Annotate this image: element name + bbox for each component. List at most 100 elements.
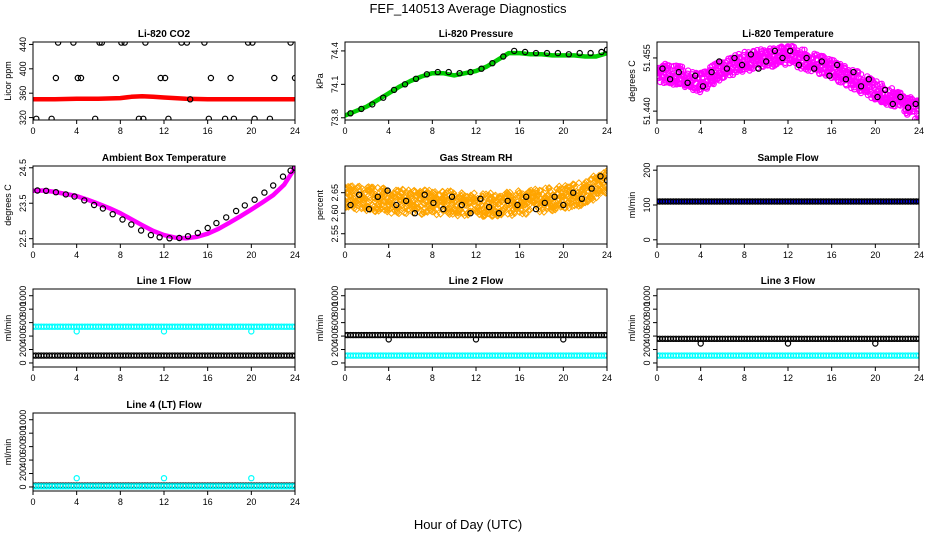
panel-title: Line 1 Flow <box>137 276 192 287</box>
data-point <box>755 65 762 72</box>
data-point <box>678 63 686 71</box>
panel-data-5 <box>345 167 607 221</box>
data-point <box>271 74 278 82</box>
panel-data-9 <box>657 335 919 359</box>
y-tick-label: 200 <box>18 342 28 357</box>
data-point <box>544 190 552 199</box>
data-point <box>726 71 734 79</box>
x-tick-label: 12 <box>783 373 793 383</box>
x-tick-label: 4 <box>74 373 79 383</box>
data-point <box>495 192 503 201</box>
data-point <box>543 49 551 57</box>
x-tick-label: 8 <box>118 126 123 136</box>
data-point <box>430 199 437 207</box>
data-point <box>207 74 215 82</box>
y-tick-label: 400 <box>18 453 28 468</box>
y-tick-label: 200 <box>642 163 652 178</box>
data-point <box>578 190 586 199</box>
x-tick-label: 12 <box>159 373 169 383</box>
data-point <box>456 69 463 77</box>
data-point <box>423 71 431 78</box>
data-point <box>466 207 474 215</box>
x-tick-label: 8 <box>742 373 747 383</box>
data-point <box>841 62 848 70</box>
data-point <box>232 207 240 215</box>
data-point <box>249 42 256 46</box>
data-point <box>77 74 85 82</box>
x-tick-label: 24 <box>914 250 924 260</box>
data-point <box>178 42 185 46</box>
data-point <box>779 54 786 62</box>
panel-6: 0 4 8 12 16 20 24 0 100 200 Sample Flow ml/min <box>627 153 924 260</box>
x-tick-label: 4 <box>74 250 79 260</box>
y-axis-label: ml/min <box>627 315 637 342</box>
data-point <box>449 189 458 197</box>
x-tick-label: 8 <box>430 126 435 136</box>
data-point <box>121 42 128 46</box>
y-tick-label: 2.65 <box>330 184 340 202</box>
data-point <box>670 81 677 88</box>
panel-data-1 <box>33 42 295 120</box>
data-point <box>570 189 577 196</box>
data-point <box>667 66 674 74</box>
x-tick-label: 8 <box>118 373 123 383</box>
data-point <box>565 51 573 58</box>
data-point <box>374 183 382 192</box>
y-tick-label: 400 <box>330 329 340 344</box>
data-point <box>411 209 419 217</box>
data-point <box>380 94 387 101</box>
y-axis-label: kPa <box>315 73 325 89</box>
x-tick-label: 24 <box>602 373 612 383</box>
x-tick-label: 0 <box>342 250 347 260</box>
x-tick-label: 20 <box>246 497 256 507</box>
x-tick-label: 20 <box>870 126 880 136</box>
y-tick-label: 600 <box>642 315 652 330</box>
y-tick-label: 2.60 <box>330 204 340 222</box>
data-point <box>915 352 919 359</box>
data-point <box>358 105 365 113</box>
panel-data-7 <box>33 323 295 359</box>
data-point <box>393 201 400 209</box>
series-line <box>33 166 295 241</box>
data-point <box>500 53 507 60</box>
figure-title: FEF_140513 Average Diagnostics <box>369 1 567 16</box>
data-point <box>803 54 810 62</box>
data-point <box>494 212 502 220</box>
data-point <box>533 192 541 200</box>
y-axis-label: percent <box>315 189 325 220</box>
data-point <box>603 185 607 193</box>
data-point <box>600 168 607 177</box>
x-tick-label: 12 <box>159 250 169 260</box>
data-point <box>589 185 597 193</box>
y-axis-label: ml/min <box>3 439 13 466</box>
y-axis-label: degrees C <box>3 184 13 226</box>
y-tick-label: 200 <box>330 342 340 357</box>
data-point <box>160 475 168 482</box>
data-point <box>347 110 354 117</box>
y-tick-label: 22.5 <box>18 230 28 248</box>
y-tick-label: 1000 <box>642 286 652 306</box>
data-point <box>603 177 607 184</box>
data-point <box>514 201 521 209</box>
x-tick-label: 24 <box>290 373 300 383</box>
x-tick-label: 24 <box>914 373 924 383</box>
data-point <box>205 115 212 120</box>
y-tick-label: 100 <box>642 197 652 212</box>
panel-data-2 <box>345 46 607 118</box>
data-point <box>485 203 493 211</box>
y-tick-label: 1000 <box>330 286 340 306</box>
data-point <box>551 193 558 200</box>
data-point <box>857 71 865 78</box>
y-axis-label: ml/min <box>3 315 13 342</box>
data-point <box>421 191 428 198</box>
data-point <box>425 186 433 194</box>
x-tick-label: 4 <box>698 250 703 260</box>
data-point <box>70 42 77 46</box>
data-point <box>395 209 403 218</box>
data-point <box>588 185 595 192</box>
y-tick-label: 51.440 <box>642 97 652 125</box>
data-point <box>385 336 392 343</box>
data-point <box>448 193 456 200</box>
x-tick-label: 20 <box>246 373 256 383</box>
data-point <box>147 231 155 239</box>
